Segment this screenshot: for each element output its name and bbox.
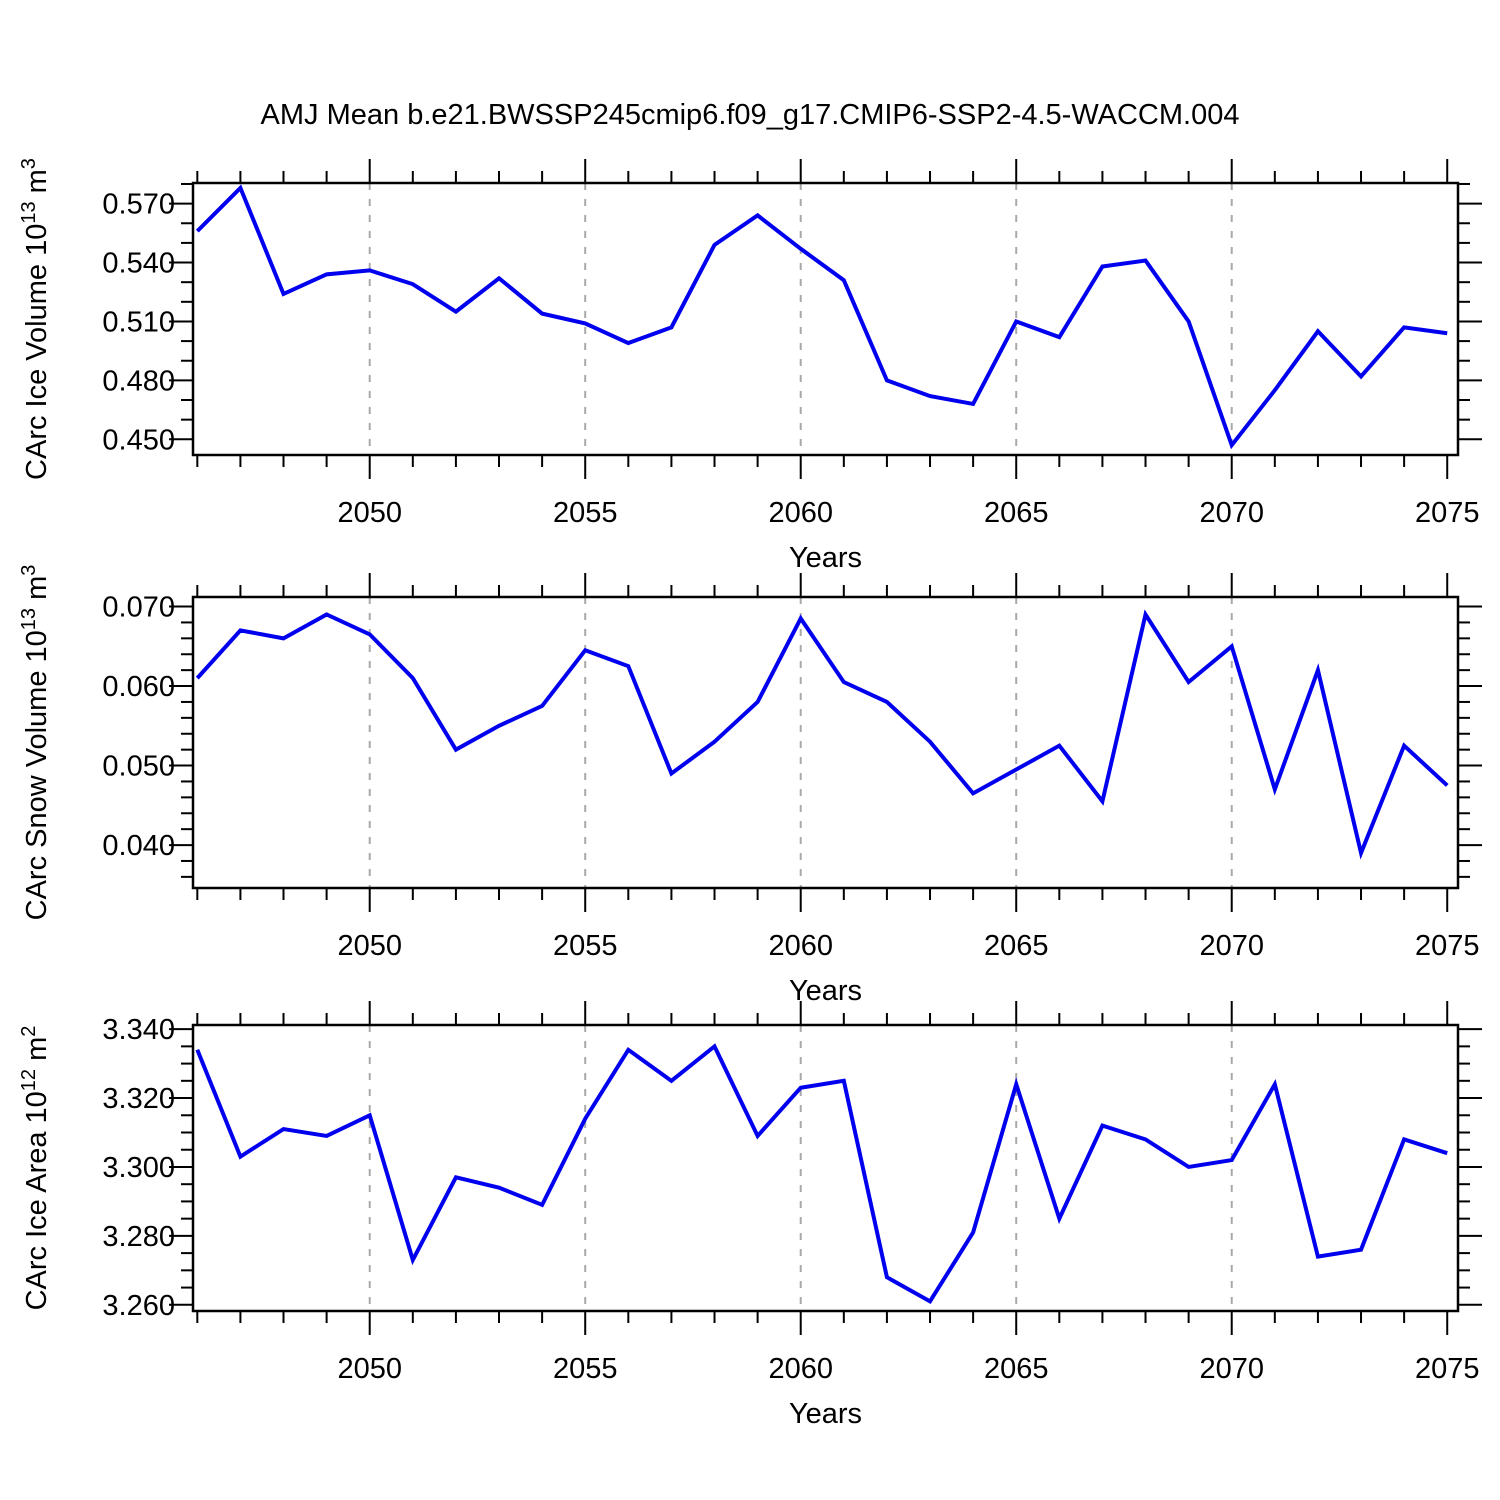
panel-carc-snow-volume: 0.040 0.050 0.060 0.070 2050 2055 2060 2065 2070… [18, 565, 1482, 1007]
x-tick-label: 2055 [553, 1353, 618, 1385]
y-tick-label: 3.320 [102, 1083, 175, 1115]
gridlines [368, 1025, 1233, 1311]
axis-ticks [169, 1001, 1482, 1335]
y-tick-label: 0.070 [102, 592, 175, 624]
y-tick-label: 0.570 [102, 189, 175, 221]
gridlines [368, 183, 1233, 455]
y-axis-title: CArc Snow Volume 1013 m3 [18, 565, 53, 921]
y-axis-title: CArc Ice Volume 1013 m3 [18, 158, 53, 480]
y-tick-label: 3.280 [102, 1221, 175, 1253]
plot-frame [191, 1023, 1460, 1313]
y-tick-label: 0.040 [102, 830, 175, 862]
x-tick-label: 2070 [1199, 930, 1264, 962]
x-tick-label: 2075 [1415, 497, 1480, 529]
carc-ice-area-line [195, 1043, 1448, 1305]
x-tick-label: 2060 [768, 930, 833, 962]
gridlines [368, 597, 1233, 888]
x-tick-label: 2065 [984, 497, 1049, 529]
y-tick-label: 0.050 [102, 751, 175, 783]
x-tick-label: 2050 [337, 497, 402, 529]
y-tick-label: 0.540 [102, 248, 175, 280]
axis-ticks [169, 573, 1482, 912]
y-tick-label: 3.340 [102, 1014, 175, 1046]
y-tick-label: 0.480 [102, 365, 175, 397]
carc-ice-volume-line [195, 184, 1448, 450]
x-tick-label: 2050 [337, 1353, 402, 1385]
y-tick-label: 0.510 [102, 306, 175, 338]
x-tick-label: 2070 [1199, 497, 1264, 529]
y-tick-label: 3.260 [102, 1290, 175, 1322]
y-tick-label: 0.450 [102, 424, 175, 456]
x-tick-label: 2070 [1199, 1353, 1264, 1385]
plot-frame [191, 181, 1460, 457]
x-tick-label: 2075 [1415, 1353, 1480, 1385]
x-tick-label: 2060 [768, 1353, 833, 1385]
x-tick-label: 2065 [984, 930, 1049, 962]
x-tick-label: 2075 [1415, 930, 1480, 962]
x-tick-label: 2050 [337, 930, 402, 962]
x-tick-label: 2060 [768, 497, 833, 529]
x-axis-title: Years [789, 1398, 862, 1430]
y-axis-title: CArc Ice Area 1012 m2 [18, 1026, 53, 1311]
x-tick-label: 2055 [553, 497, 618, 529]
axis-ticks [169, 159, 1482, 479]
y-tick-label: 3.300 [102, 1152, 175, 1184]
y-tick-label: 0.060 [102, 671, 175, 703]
panel-carc-ice-area: 3.260 3.280 3.300 3.320 3.340 2050 2055 2060 206… [18, 1001, 1482, 1430]
plot-frame [191, 595, 1460, 890]
panel-carc-ice-volume: 0.450 0.480 0.510 0.540 0.570 2050 2055 2060 206… [18, 158, 1482, 574]
x-tick-label: 2055 [553, 930, 618, 962]
chart-title: AMJ Mean b.e21.BWSSP245cmip6.f09_g17.CMI… [260, 99, 1240, 131]
x-tick-label: 2065 [984, 1353, 1049, 1385]
x-axis-title: Years [789, 542, 862, 574]
carc-snow-volume-line [195, 609, 1449, 860]
